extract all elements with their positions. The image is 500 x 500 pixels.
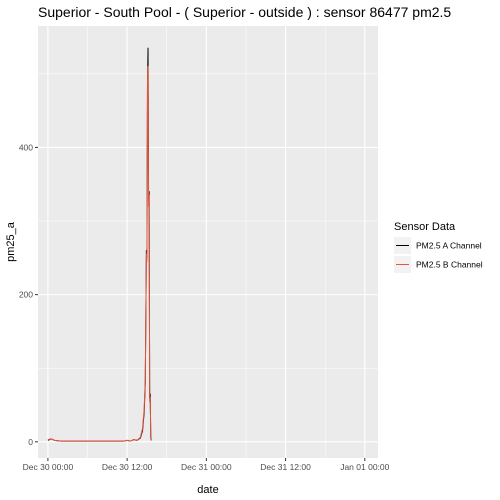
y-tick-label: 200 [19,290,33,300]
y-axis-title: pm25_a [5,221,17,262]
grid-lines [38,26,378,458]
x-tick-label: Dec 30 12:00 [102,462,153,472]
plot-panel [38,26,378,458]
chart-title: Superior - South Pool - ( Superior - out… [38,4,451,20]
y-tick-label: 0 [28,437,33,447]
x-tick-label: Jan 01 00:00 [340,462,389,472]
legend-title: Sensor Data [394,221,456,233]
legend-entry-label: PM2.5 B Channel [416,260,483,270]
x-tick-label: Dec 30 00:00 [23,462,74,472]
x-axis-title: date [197,484,218,496]
series-layer [47,47,152,442]
series-line-b-channel [47,65,152,442]
x-tick-label: Dec 31 12:00 [260,462,311,472]
y-axis: 0 200 400 [19,142,38,447]
y-tick-label: 400 [19,142,33,152]
legend: Sensor Data PM2.5 A Channel PM2.5 B Chann… [394,221,483,273]
x-axis: Dec 30 00:00 Dec 30 12:00 Dec 31 00:00 Dec … [23,458,390,472]
legend-entry-label: PM2.5 A Channel [416,241,482,251]
x-tick-label: Dec 31 00:00 [181,462,232,472]
